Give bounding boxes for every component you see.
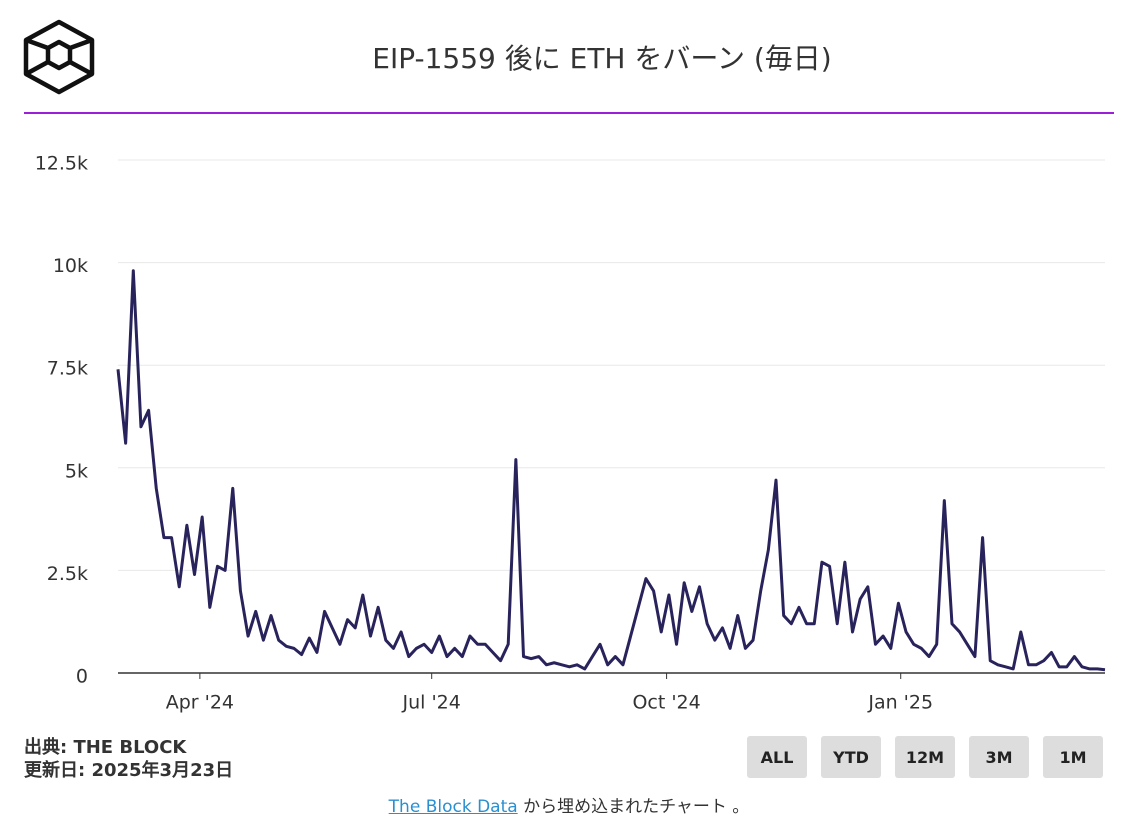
source-text: 出典: THE BLOCK [24, 737, 187, 758]
embed-text: から埋め込まれたチャート 。 [523, 797, 750, 817]
y-tick-label: 12.5k [35, 153, 88, 175]
x-tick-label: Jan '25 [867, 692, 933, 714]
embed-note: The Block Data から埋め込まれたチャート 。 [0, 792, 1138, 817]
line [116, 269, 1106, 672]
range-button[interactable]: ALL [747, 736, 807, 778]
range-buttons: ALL YTD 12M 3M 1M [747, 736, 1103, 778]
y-tick-label: 7.5k [47, 358, 88, 380]
chart-title: EIP-1559 後に ETH をバーン (毎日) [372, 42, 831, 75]
source: 出典: THE BLOCK 更新日: 2025年3月23日 [24, 736, 233, 782]
y-tick-label: 10k [53, 255, 88, 277]
x-tick-label: Oct '24 [632, 692, 700, 714]
y-tick-label: 5k [65, 460, 88, 482]
range-button[interactable]: 3M [969, 736, 1029, 778]
y-tick-label: 0 [76, 666, 88, 688]
embed-link[interactable]: The Block Data [388, 797, 518, 817]
chart: EIP-1559 後に ETH をバーン (毎日) 0 2.5k 5k 7.5k 10k… [23, 19, 1114, 714]
y-tick-label: 2.5k [47, 563, 88, 585]
logo [23, 19, 95, 95]
x-tick-label: Jul '24 [402, 692, 461, 714]
updated-text: 更新日: 2025年3月23日 [24, 760, 234, 781]
range-button[interactable]: 1M [1043, 736, 1103, 778]
range-button[interactable]: YTD [821, 736, 881, 778]
range-button[interactable]: 12M [895, 736, 955, 778]
x-tick-label: Apr '24 [166, 692, 234, 714]
